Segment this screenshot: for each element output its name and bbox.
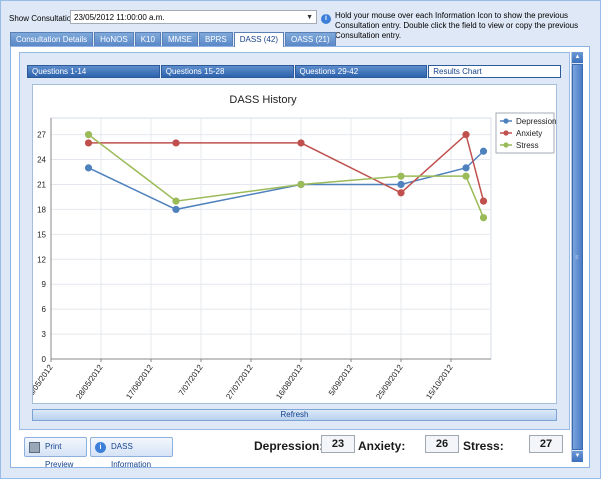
print-preview-button[interactable]: Print Preview <box>24 437 87 469</box>
stress-score-value: 27 <box>529 435 563 453</box>
data-point-stress <box>397 172 405 180</box>
depression-score-label: Depression: <box>254 439 324 453</box>
data-point-stress <box>479 214 488 222</box>
legend-label-anxiety: Anxiety <box>516 129 542 138</box>
series-line-stress <box>88 134 485 219</box>
chart-svg: DASS History 0 3 6 9 12 15 18 21 24 27 8/05/2012 28/… <box>27 94 557 401</box>
data-point-depression <box>84 164 93 172</box>
series-line-depression <box>88 150 485 211</box>
x-tick-label: 16/08/2012 <box>274 363 305 401</box>
assessment-tabs: Consultation Details HoNOS K10 MMSE BPRS… <box>10 32 337 47</box>
data-point-depression <box>172 205 180 214</box>
print-preview-label: Print Preview <box>45 442 74 469</box>
y-tick-label: 9 <box>42 280 47 289</box>
data-point-stress <box>84 131 93 139</box>
printer-icon <box>29 442 40 453</box>
tab-oass-21[interactable]: OASS (21) <box>284 32 336 46</box>
y-tick-label: 3 <box>42 330 47 339</box>
x-tick-label: 28/05/2012 <box>74 363 105 401</box>
x-tick-label: 7/07/2012 <box>177 363 205 398</box>
data-point-depression <box>479 147 488 155</box>
data-point-anxiety <box>297 139 305 147</box>
data-point-stress <box>462 172 470 180</box>
legend-marker-stress <box>503 142 509 148</box>
anxiety-score-label: Anxiety: <box>358 439 406 453</box>
dass-information-label: DASS Information <box>111 442 152 469</box>
scrollbar-thumb[interactable]: ≡ <box>572 64 583 450</box>
y-tick-label: 27 <box>37 131 46 140</box>
chart-title: DASS History <box>229 94 297 106</box>
x-tick-label: 5/09/2012 <box>327 363 355 398</box>
info-icon: i <box>95 442 106 453</box>
y-tick-label: 0 <box>42 355 47 364</box>
plot-area <box>50 117 492 360</box>
y-tick-label: 15 <box>37 230 46 239</box>
anxiety-score-value: 26 <box>425 435 459 453</box>
data-point-depression <box>462 164 470 172</box>
show-consultation-label: Show Consultation: <box>9 14 78 23</box>
dass-history-chart: DASS History 0 3 6 9 12 15 18 21 24 27 8/05/2012 28/… <box>27 84 557 404</box>
scroll-down-icon[interactable]: ▼ <box>572 451 583 462</box>
tab-questions-1-14[interactable]: Questions 1-14 <box>27 65 160 78</box>
info-icon: i <box>321 14 331 24</box>
legend-marker-anxiety <box>503 130 509 136</box>
consultation-hint: Hold your mouse over each Information Ic… <box>335 11 579 40</box>
refresh-button[interactable]: Refresh <box>32 409 557 421</box>
tab-dass-42[interactable]: DASS (42) <box>233 32 284 47</box>
x-tick-label: 27/07/2012 <box>224 363 255 401</box>
tab-questions-15-28[interactable]: Questions 15-28 <box>160 65 294 78</box>
tab-questions-29-42[interactable]: Questions 29-42 <box>294 65 428 78</box>
x-tick-label: 17/06/2012 <box>124 363 155 401</box>
x-tick-label: 25/09/2012 <box>374 363 405 401</box>
x-tick-label: 8/05/2012 <box>33 363 55 398</box>
y-tick-label: 24 <box>37 156 46 165</box>
legend-label-stress: Stress <box>516 141 539 150</box>
data-point-depression <box>397 180 405 189</box>
tab-mmse[interactable]: MMSE <box>161 32 198 46</box>
data-point-stress <box>297 180 305 189</box>
tab-honos[interactable]: HoNOS <box>94 32 134 46</box>
y-tick-label: 6 <box>42 305 47 314</box>
consultation-select-value: 23/05/2012 11:00:00 a.m. <box>74 13 165 22</box>
data-point-anxiety <box>479 197 488 205</box>
tab-consultation-details[interactable]: Consultation Details <box>10 32 94 46</box>
legend-marker-depression <box>503 118 509 124</box>
x-tick-label: 15/10/2012 <box>424 363 455 401</box>
chevron-down-icon[interactable]: ▼ <box>306 14 313 21</box>
series-line-anxiety <box>88 133 485 202</box>
data-point-anxiety <box>462 131 470 139</box>
y-tick-label: 18 <box>37 205 46 214</box>
scroll-up-icon[interactable]: ▲ <box>572 52 583 63</box>
grip-icon: ≡ <box>575 255 579 261</box>
data-point-stress <box>172 197 180 205</box>
data-point-anxiety <box>397 189 405 197</box>
y-tick-label: 21 <box>37 180 46 189</box>
vertical-scrollbar[interactable]: ▲ ≡ ▼ <box>571 52 583 462</box>
legend-label-depression: Depression <box>516 117 556 126</box>
depression-score-value: 23 <box>321 435 355 453</box>
tab-results-chart[interactable]: Results Chart <box>428 65 561 78</box>
dass-inner-tabs: Questions 1-14 Questions 15-28 Questions… <box>27 65 562 78</box>
tab-bprs[interactable]: BPRS <box>198 32 233 46</box>
consultation-select[interactable]: 23/05/2012 11:00:00 a.m. ▼ <box>70 10 317 24</box>
dass-information-button[interactable]: i DASS Information <box>90 437 173 469</box>
data-point-anxiety <box>84 139 93 147</box>
tab-k10[interactable]: K10 <box>134 32 161 46</box>
data-point-anxiety <box>172 139 180 147</box>
stress-score-label: Stress: <box>463 439 504 453</box>
y-tick-label: 12 <box>37 255 46 264</box>
